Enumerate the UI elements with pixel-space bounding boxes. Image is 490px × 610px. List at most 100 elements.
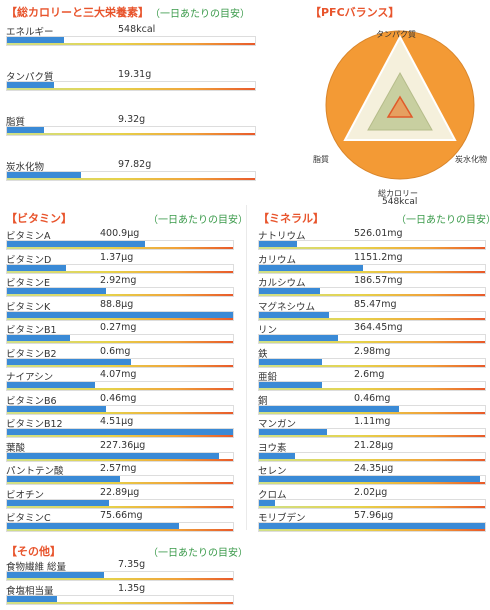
nutrient-row: 葉酸 227.36μg — [6, 440, 234, 462]
nutrient-value: 526.01mg — [354, 228, 403, 239]
progress-bar-gradient — [259, 505, 485, 508]
nutrient-value: 97.82g — [118, 159, 152, 170]
progress-bar — [6, 498, 234, 509]
nutrient-value: 0.46mg — [354, 392, 391, 404]
nutrient-row: タンパク質 19.31g — [6, 69, 256, 91]
progress-bar-fill — [7, 476, 120, 484]
progress-bar — [6, 310, 234, 321]
progress-bar-gradient — [7, 578, 233, 580]
nutrient-row: カリウム 1151.2mg — [258, 252, 486, 274]
progress-bar-gradient — [259, 294, 485, 296]
progress-bar — [6, 287, 234, 297]
nutrient-row: クロム 2.02μg — [258, 487, 486, 509]
progress-bar — [258, 451, 486, 462]
progress-bar-gradient — [7, 435, 233, 437]
nutrient-value: 88.8μg — [100, 298, 134, 310]
pfc-inner-triangle — [386, 95, 414, 118]
progress-bar — [258, 498, 486, 509]
progress-bar-gradient — [259, 364, 485, 367]
progress-bar — [258, 310, 486, 321]
nutrient-label: カリウム — [258, 254, 297, 266]
nutrient-value: 4.51μg — [100, 416, 134, 427]
progress-bar-fill — [7, 405, 107, 414]
pfc-label-total: 総カロリー — [378, 189, 418, 198]
nutrient-label: タンパク質 — [6, 72, 54, 83]
energy-section-note: （一日あたりの目安） — [150, 9, 250, 20]
progress-bar — [6, 240, 234, 250]
progress-bar — [6, 522, 234, 532]
progress-bar-fill — [259, 264, 363, 273]
nutrient-row: ヨウ素 21.28μg — [258, 440, 486, 462]
nutrient-row: ビタミンB6 0.46mg — [6, 393, 234, 415]
nutrient-label: マンガン — [258, 419, 297, 430]
nutrient-value: 400.9μg — [100, 228, 140, 239]
progress-bar-gradient — [7, 388, 233, 390]
progress-bar — [258, 263, 486, 274]
progress-bar-fill — [7, 499, 109, 508]
nutrient-label: ビタミンB2 — [6, 348, 57, 360]
progress-bar-gradient — [7, 133, 255, 135]
nutrient-value: 7.35g — [118, 559, 146, 570]
progress-bar-fill — [259, 382, 323, 390]
nutrient-label: ビオチン — [6, 489, 45, 501]
progress-bar-fill — [259, 288, 321, 296]
nutrient-row: セレン 24.35μg — [258, 463, 486, 485]
progress-bar-gradient — [259, 458, 485, 461]
nutrient-row: マンガン 1.11mg — [258, 416, 486, 438]
vitamins-section-title: 【ビタミン】 — [6, 212, 72, 225]
progress-bar-fill — [7, 37, 65, 45]
nutrient-value: 548kcal — [118, 24, 156, 35]
nutrient-value: 75.66mg — [100, 510, 143, 521]
nutrient-label: ビタミンK — [6, 301, 51, 313]
nutrient-value: 2.92mg — [100, 275, 137, 286]
nutrient-label: ナトリウム — [258, 231, 306, 242]
progress-bar-fill — [259, 335, 339, 343]
progress-bar-fill — [7, 595, 57, 604]
nutrient-row: 鉄 2.98mg — [258, 346, 486, 368]
nutrient-label: セレン — [258, 466, 287, 477]
progress-bar-fill — [7, 82, 55, 90]
nutrient-label: 亜鉛 — [258, 372, 278, 383]
nutrient-value: 57.96μg — [354, 510, 394, 521]
nutrient-value: 2.98mg — [354, 345, 391, 357]
others-section-note: （一日あたりの目安） — [148, 548, 248, 559]
nutrient-label: 脂質 — [6, 117, 26, 128]
nutrient-value: 0.46mg — [100, 392, 137, 404]
progress-bar-fill — [7, 523, 179, 531]
progress-bar-fill — [7, 358, 132, 367]
progress-bar-fill — [7, 335, 71, 343]
progress-bar-fill — [259, 241, 298, 249]
nutrient-value: 2.02μg — [354, 486, 388, 498]
progress-bar-fill — [259, 523, 485, 531]
progress-bar-fill — [7, 311, 233, 320]
nutrient-row: ビタミンA 400.9μg — [6, 228, 234, 250]
progress-bar-fill — [259, 405, 400, 414]
progress-bar-gradient — [7, 43, 255, 45]
progress-bar — [6, 475, 234, 485]
progress-bar-fill — [259, 311, 330, 320]
nutrient-row: ビタミンB12 4.51μg — [6, 416, 234, 438]
progress-bar-gradient — [7, 505, 233, 508]
nutrient-row: 亜鉛 2.6mg — [258, 369, 486, 391]
progress-bar — [258, 475, 486, 485]
nutrient-value: 364.45mg — [354, 322, 403, 333]
progress-bar-gradient — [259, 482, 485, 484]
progress-bar-fill — [259, 452, 296, 461]
progress-bar-gradient — [7, 601, 233, 604]
pfc-label-fat: 脂質 — [313, 155, 329, 164]
progress-bar — [6, 451, 234, 462]
nutrient-row: カルシウム 186.57mg — [258, 275, 486, 297]
progress-bar — [6, 428, 234, 438]
nutrient-label: エネルギー — [6, 27, 54, 38]
nutrient-value: 19.31g — [118, 69, 152, 80]
progress-bar — [258, 522, 486, 532]
nutrient-label: 食物繊維 総量 — [6, 562, 67, 573]
progress-bar-gradient — [7, 88, 255, 90]
progress-bar-gradient — [259, 270, 485, 273]
progress-bar — [258, 357, 486, 368]
nutrient-row: 食塩相当量 1.35g — [6, 583, 234, 605]
nutrient-label: モリブデン — [258, 513, 306, 524]
nutrient-row: ビタミンB1 0.27mg — [6, 322, 234, 344]
nutrient-label: カルシウム — [258, 278, 306, 289]
progress-bar-fill — [7, 382, 96, 390]
